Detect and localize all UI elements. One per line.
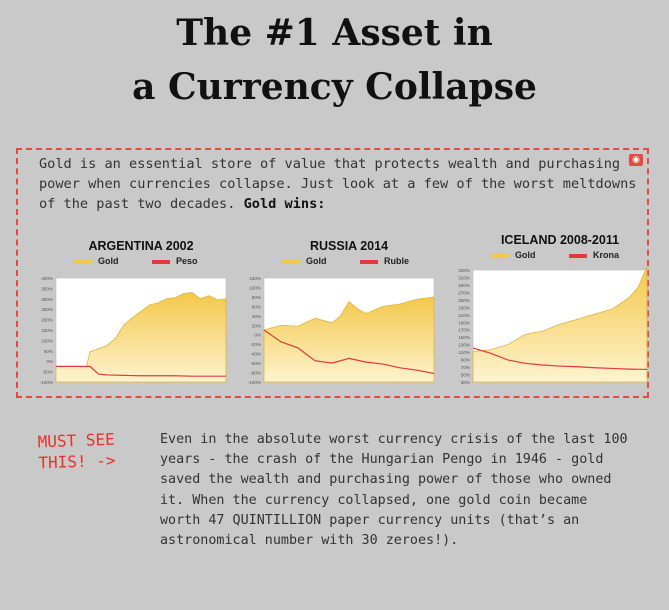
y-tick-label: 350% bbox=[41, 286, 53, 291]
y-tick-label: 20% bbox=[252, 323, 261, 328]
legend-swatch-gold bbox=[74, 260, 92, 264]
series-line-peso bbox=[56, 365, 226, 377]
y-tick-label: -50% bbox=[42, 370, 53, 375]
legend-label-ruble: Ruble bbox=[384, 256, 409, 266]
series-area-gold bbox=[472, 266, 648, 383]
y-tick-label: 210% bbox=[458, 313, 470, 318]
charts-panel: ◉ Gold is an essential store of value th… bbox=[16, 148, 649, 398]
y-tick-label: 170% bbox=[458, 328, 470, 333]
chart-argentina: ARGENTINA 2002 Gold Peso 400% 350% 300% 250% 20… bbox=[28, 236, 228, 386]
y-tick-label: 300% bbox=[41, 297, 53, 302]
legend-swatch-gold bbox=[491, 254, 509, 258]
intro-text: Gold is an essential store of value that… bbox=[39, 156, 637, 212]
series-area-gold bbox=[55, 292, 227, 383]
must-see-line-1: MUST SEE bbox=[37, 429, 116, 452]
y-tick-label: 250% bbox=[41, 307, 53, 312]
y-tick-label: 0% bbox=[254, 333, 261, 338]
y-tick-label: 230% bbox=[458, 305, 470, 310]
y-tick-label: 330% bbox=[458, 268, 470, 273]
y-tick-label: -100% bbox=[40, 380, 53, 385]
y-tick-label: -40% bbox=[250, 352, 261, 357]
legend-swatch-gold bbox=[282, 260, 300, 264]
y-tick-label: 100% bbox=[249, 285, 261, 290]
y-tick-label: 200% bbox=[41, 318, 53, 323]
chart-title: RUSSIA 2014 bbox=[310, 239, 388, 253]
y-tick-label: 270% bbox=[458, 290, 470, 295]
legend-label-gold: Gold bbox=[306, 256, 327, 266]
series-line-ruble bbox=[263, 329, 435, 375]
y-tick-label: -20% bbox=[250, 342, 261, 347]
eye-icon[interactable]: ◉ bbox=[629, 154, 643, 166]
y-tick-label: 310% bbox=[458, 275, 470, 280]
legend-swatch-ruble bbox=[360, 260, 378, 264]
y-tick-label: 60% bbox=[252, 304, 261, 309]
y-tick-label: -100% bbox=[248, 380, 261, 385]
y-tick-label: 290% bbox=[458, 283, 470, 288]
y-tick-label: 40% bbox=[252, 314, 261, 319]
legend-label-krona: Krona bbox=[593, 250, 620, 260]
legend-label-gold: Gold bbox=[515, 250, 536, 260]
y-tick-label: 100% bbox=[41, 338, 53, 343]
y-tick-label: 50% bbox=[44, 349, 53, 354]
chart-title: ICELAND 2008-2011 bbox=[501, 233, 619, 247]
y-tick-label: 50% bbox=[461, 373, 470, 378]
y-tick-label: 130% bbox=[458, 343, 470, 348]
y-tick-label: 90% bbox=[461, 358, 470, 363]
y-tick-label: 190% bbox=[458, 320, 470, 325]
page-title-line-1: The #1 Asset in bbox=[176, 12, 493, 54]
y-tick-label: 150% bbox=[41, 328, 53, 333]
chart-iceland: ICELAND 2008-2011 Gold Krona 330% 310% 290% 27… bbox=[443, 230, 649, 388]
must-see-line-2: THIS! -> bbox=[38, 450, 116, 473]
y-tick-label: 150% bbox=[458, 335, 470, 340]
y-tick-label: 120% bbox=[249, 276, 261, 281]
intro-bold: Gold wins: bbox=[243, 196, 326, 212]
series-area-gold bbox=[263, 296, 435, 383]
chart-russia: RUSSIA 2014 Gold Ruble 120% 100% 80% 60% 40% 20%… bbox=[236, 236, 436, 386]
must-see-note: MUST SEE THIS! -> bbox=[37, 429, 115, 474]
y-tick-label: 0% bbox=[46, 359, 53, 364]
legend-label-peso: Peso bbox=[176, 256, 198, 266]
y-tick-label: 110% bbox=[459, 350, 470, 355]
y-tick-label: -80% bbox=[250, 371, 261, 376]
y-tick-label: 30% bbox=[461, 380, 470, 385]
legend-swatch-peso bbox=[152, 260, 170, 264]
y-tick-label: -60% bbox=[250, 361, 261, 366]
chart-title: ARGENTINA 2002 bbox=[88, 239, 193, 253]
legend-label-gold: Gold bbox=[98, 256, 119, 266]
y-tick-label: 70% bbox=[461, 365, 470, 370]
body-paragraph: Even in the absolute worst currency cris… bbox=[160, 432, 628, 549]
y-tick-label: 80% bbox=[252, 295, 261, 300]
intro-paragraph: Gold is an essential store of value that… bbox=[39, 154, 639, 214]
y-tick-label: 250% bbox=[458, 298, 470, 303]
legend-swatch-krona bbox=[569, 254, 587, 258]
page-title-line-2: a Currency Collapse bbox=[132, 66, 537, 108]
y-tick-label: 400% bbox=[41, 276, 53, 281]
series-line-krona bbox=[472, 347, 648, 371]
